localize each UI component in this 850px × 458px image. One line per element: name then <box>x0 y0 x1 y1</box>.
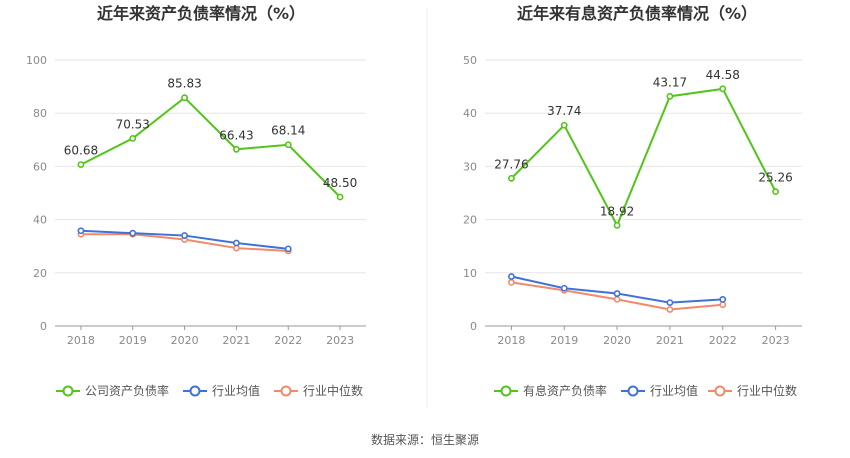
x-tick-label: 2020 <box>171 334 199 347</box>
data-point[interactable] <box>129 229 137 237</box>
data-point[interactable] <box>77 227 85 235</box>
data-point[interactable] <box>613 290 621 297</box>
x-tick-label: 2018 <box>497 334 525 347</box>
y-tick-label: 10 <box>463 267 477 280</box>
data-label: 27.76 <box>494 157 528 171</box>
legend-item[interactable]: 有息资产负债率 <box>494 383 607 398</box>
data-point[interactable] <box>129 134 137 142</box>
legend-label: 行业中位数 <box>737 383 797 398</box>
y-tick-label: 0 <box>40 320 47 333</box>
data-label: 43.17 <box>653 75 687 89</box>
legend-item[interactable]: 公司资产负债率 <box>56 383 169 398</box>
legend-label: 公司资产负债率 <box>85 383 169 398</box>
data-point[interactable] <box>508 174 515 182</box>
legend-item[interactable]: 行业中位数 <box>274 383 363 398</box>
x-tick-label: 2018 <box>67 334 95 347</box>
x-tick-label: 2021 <box>222 334 250 347</box>
data-label: 85.83 <box>167 77 201 91</box>
legend-item[interactable]: 行业均值 <box>621 383 698 398</box>
y-tick-label: 100 <box>26 54 47 67</box>
legend-item[interactable]: 行业中位数 <box>708 383 797 398</box>
chart-title: 近年来资产负债率情况（%） <box>97 4 305 23</box>
data-label: 48.50 <box>323 176 357 190</box>
data-point[interactable] <box>613 295 621 303</box>
y-tick-label: 80 <box>33 107 47 120</box>
series-line <box>80 96 341 198</box>
y-tick-label: 20 <box>33 267 47 280</box>
data-label: 44.58 <box>706 68 740 82</box>
y-tick-label: 30 <box>463 160 477 173</box>
data-label: 18.92 <box>600 204 634 218</box>
data-point[interactable] <box>772 188 779 196</box>
legend-swatch-marker <box>62 385 74 397</box>
data-label: 60.68 <box>64 144 98 158</box>
data-point[interactable] <box>284 245 292 253</box>
data-label: 70.53 <box>116 117 150 131</box>
debt-ratio-chart: 近年来资产负债率情况（%） 0 20 40 60 80 100 2018 2019 2020 202… <box>26 4 366 398</box>
legend-label: 有息资产负债率 <box>523 383 607 398</box>
data-point[interactable] <box>719 301 727 309</box>
data-point[interactable] <box>719 295 727 303</box>
x-tick-label: 2020 <box>603 334 631 347</box>
data-point[interactable] <box>181 94 188 102</box>
legend-label: 行业中位数 <box>303 383 363 398</box>
data-point[interactable] <box>508 273 515 280</box>
data-point[interactable] <box>666 299 674 306</box>
interest-bearing-debt-ratio-chart: 近年来有息资产负债率情况（%） 0 10 20 30 40 50 2018 2019 2020 20… <box>463 4 802 398</box>
data-label: 37.74 <box>547 104 581 118</box>
chart-title: 近年来有息资产负债率情况（%） <box>517 4 757 23</box>
legend-swatch-marker <box>627 385 639 397</box>
legend-swatch-marker <box>189 385 201 397</box>
data-label: 66.43 <box>219 128 253 142</box>
legend-swatch-marker <box>280 385 292 397</box>
y-tick-label: 60 <box>33 160 47 173</box>
data-point[interactable] <box>233 239 240 247</box>
data-point[interactable] <box>719 85 727 93</box>
legend-swatch-marker <box>714 385 726 397</box>
data-point[interactable] <box>336 193 344 201</box>
data-point[interactable] <box>284 141 292 149</box>
data-point[interactable] <box>666 92 674 100</box>
y-tick-label: 0 <box>470 320 477 333</box>
x-tick-label: 2022 <box>709 334 737 347</box>
legend-swatch-marker <box>500 385 512 397</box>
source-note: 数据来源：恒生聚源 <box>371 432 479 447</box>
data-point[interactable] <box>613 221 621 229</box>
data-point[interactable] <box>77 161 85 168</box>
x-tick-label: 2023 <box>762 334 790 347</box>
data-point[interactable] <box>666 306 674 313</box>
legend-label: 行业均值 <box>212 383 260 398</box>
x-tick-label: 2022 <box>274 334 302 347</box>
data-label: 25.26 <box>758 171 792 185</box>
y-tick-label: 40 <box>33 214 47 227</box>
legend-label: 行业均值 <box>650 383 698 398</box>
y-tick-label: 40 <box>463 107 477 120</box>
y-tick-label: 20 <box>463 214 477 227</box>
x-tick-label: 2021 <box>656 334 684 347</box>
data-point[interactable] <box>508 278 515 286</box>
data-label: 68.14 <box>271 124 305 138</box>
data-point[interactable] <box>181 232 188 239</box>
legend-item[interactable]: 行业均值 <box>183 383 260 398</box>
x-tick-label: 2019 <box>119 334 147 347</box>
data-point[interactable] <box>233 145 240 153</box>
data-point[interactable] <box>560 284 568 292</box>
series-line <box>510 87 777 228</box>
data-point[interactable] <box>560 121 568 129</box>
y-tick-label: 50 <box>463 54 477 67</box>
x-tick-label: 2023 <box>326 334 354 347</box>
x-tick-label: 2019 <box>550 334 578 347</box>
